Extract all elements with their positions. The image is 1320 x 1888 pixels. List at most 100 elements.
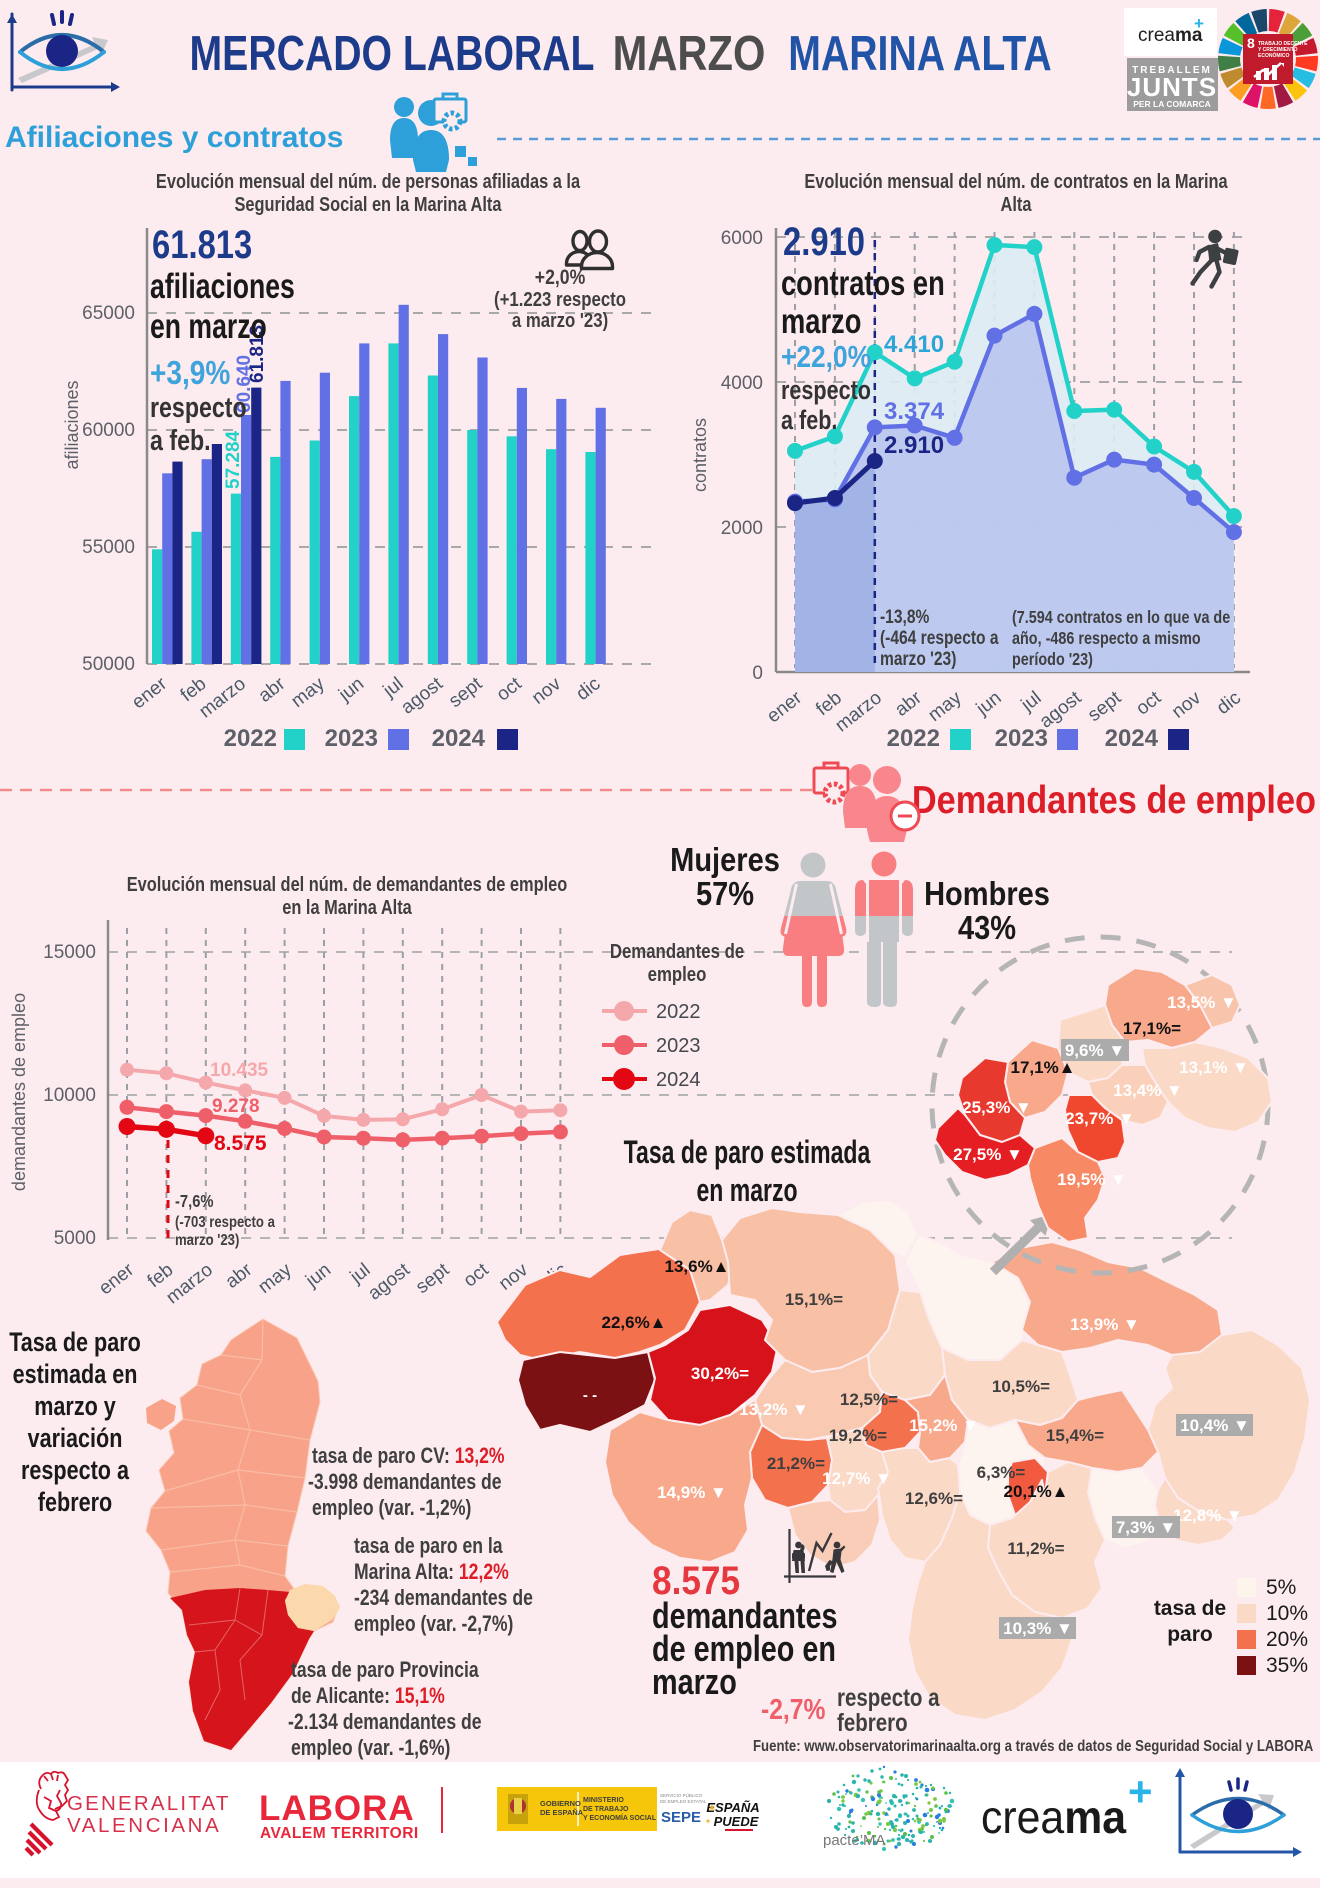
svg-text:2022: 2022 [887,725,940,752]
svg-text:0: 0 [752,663,763,684]
svg-text:13,4% ▼: 13,4% ▼ [1113,1081,1183,1100]
svg-text:4.410: 4.410 [884,331,944,358]
svg-text:paro: paro [1167,1623,1213,1646]
svg-text:20%: 20% [1266,1628,1308,1651]
svg-text:-7,6%: -7,6% [175,1192,214,1212]
svg-text:MINISTERIO: MINISTERIO [583,1797,624,1804]
svg-text:✶: ✶ [707,1803,716,1815]
svg-text:febrero: febrero [837,1708,908,1736]
svg-text:10.435: 10.435 [210,1060,269,1081]
svg-text:marzo '23): marzo '23) [880,648,956,670]
svg-text:13,9% ▼: 13,9% ▼ [1070,1315,1140,1334]
svg-text:+: + [1194,14,1204,33]
svg-text:a feb.: a feb. [781,406,837,436]
svg-text:empleo: empleo [648,963,707,986]
svg-text:respecto a: respecto a [21,1456,129,1486]
svg-text:17,1%=: 17,1%= [1123,1019,1181,1038]
svg-text:2024: 2024 [432,725,486,752]
svg-text:marzo: marzo [652,1661,737,1702]
svg-text:9,6% ▼: 9,6% ▼ [1065,1041,1125,1060]
svg-text:DE EMPLEO ESTATAL: DE EMPLEO ESTATAL [660,1799,707,1804]
svg-text:Mujeres: Mujeres [670,841,780,878]
svg-text:10000: 10000 [43,1085,96,1106]
svg-text:SEPE: SEPE [661,1809,701,1826]
svg-text:13,1% ▼: 13,1% ▼ [1179,1058,1249,1077]
svg-text:DE TRABAJO: DE TRABAJO [583,1806,629,1813]
svg-text:empleo (var. -1,6%): empleo (var. -1,6%) [291,1736,450,1760]
svg-text:a marzo '23): a marzo '23) [512,309,608,332]
svg-text:de empleo en: de empleo en [652,1628,836,1669]
svg-text:afiliaciones: afiliaciones [62,380,82,469]
svg-text:contratos en: contratos en [781,264,945,303]
svg-text:60.640: 60.640 [234,355,255,413]
svg-text:creama: creama [1138,25,1203,46]
svg-text:10,4% ▼: 10,4% ▼ [1180,1416,1250,1435]
svg-text:marzo y: marzo y [34,1392,116,1422]
svg-text:MERCADO LABORAL: MERCADO LABORAL [190,27,595,81]
svg-text:19,5% ▼: 19,5% ▼ [1057,1170,1127,1189]
svg-text:Evolución mensual del núm. de: Evolución mensual del núm. de personas a… [156,169,581,192]
svg-text:PER LA COMARCA: PER LA COMARCA [1133,99,1211,109]
svg-text:febrero: febrero [38,1488,112,1518]
svg-text:9.278: 9.278 [212,1096,260,1117]
svg-text:10,5%=: 10,5%= [992,1377,1050,1396]
svg-text:variación: variación [28,1424,123,1454]
svg-text:✶: ✶ [705,1817,712,1826]
svg-text:AVALEM TERRITORI: AVALEM TERRITORI [260,1825,419,1842]
svg-text:6000: 6000 [721,228,763,249]
svg-text:marzo: marzo [781,302,861,341]
svg-text:TRABAJO DECENTE: TRABAJO DECENTE [1258,41,1308,47]
svg-text:Evolución mensual del núm. de: Evolución mensual del núm. de contratos … [804,169,1228,192]
svg-text:Tasa de paro: Tasa de paro [9,1328,141,1358]
svg-text:tasa de paro CV: 13,2%: tasa de paro CV: 13,2% [312,1444,505,1468]
svg-text:6,3%=: 6,3%= [977,1463,1026,1482]
svg-text:respecto a: respecto a [837,1683,940,1711]
svg-text:2.910: 2.910 [783,219,865,264]
svg-text:5%: 5% [1266,1576,1296,1599]
svg-text:SERVICIO PÚBLICO: SERVICIO PÚBLICO [660,1792,703,1798]
svg-text:empleo (var. -1,2%): empleo (var. -1,2%) [312,1496,471,1520]
svg-text:13,6%▲: 13,6%▲ [664,1257,729,1276]
svg-text:23,7% ▼: 23,7% ▼ [1065,1109,1135,1128]
svg-text:2.910: 2.910 [884,432,944,459]
svg-text:Seguridad Social en la Marina: Seguridad Social en la Marina Alta [235,192,503,215]
svg-text:Demandantes de: Demandantes de [610,940,744,963]
svg-text:estimada en: estimada en [13,1360,138,1390]
svg-text:demandantes de empleo: demandantes de empleo [9,993,29,1191]
svg-text:2023: 2023 [656,1035,701,1057]
svg-text:57.284: 57.284 [223,430,244,489]
svg-text:+2,0%: +2,0% [535,266,585,290]
svg-text:27,5% ▼: 27,5% ▼ [953,1145,1023,1164]
svg-text:15,2% ▼: 15,2% ▼ [909,1416,979,1435]
svg-text:Tasa de paro estimada: Tasa de paro estimada [624,1134,871,1170]
svg-text:+3,9%: +3,9% [150,355,230,392]
svg-text:marzo '23): marzo '23) [175,1232,239,1249]
svg-text:35%: 35% [1266,1654,1308,1677]
svg-text:61.813: 61.813 [152,222,252,267]
svg-text:60000: 60000 [82,420,135,441]
svg-text:creama: creama [981,1793,1126,1844]
svg-text:20,1%▲: 20,1%▲ [1003,1482,1068,1501]
svg-text:8.575: 8.575 [652,1558,740,1603]
svg-text:tasa de paro Provincia: tasa de paro Provincia [291,1658,479,1682]
svg-text:12,7% ▼: 12,7% ▼ [822,1469,892,1488]
svg-text:43%: 43% [958,909,1016,946]
svg-text:11,2%=: 11,2%= [1007,1539,1064,1558]
svg-text:30,2%=: 30,2%= [691,1364,749,1383]
svg-text:DE ESPAÑA: DE ESPAÑA [540,1808,584,1817]
svg-text:respecto: respecto [150,390,247,423]
svg-text:Y ECONOMÍA SOCIAL: Y ECONOMÍA SOCIAL [583,1813,657,1822]
svg-text:15,4%=: 15,4%= [1046,1426,1104,1445]
svg-text:en la Marina Alta: en la Marina Alta [282,895,412,918]
svg-text:+22,0%: +22,0% [781,340,871,374]
svg-text:4000: 4000 [721,373,763,394]
svg-text:61.813: 61.813 [247,325,268,383]
svg-text:(+1.223 respecto: (+1.223 respecto [494,288,626,311]
svg-text:-234 demandantes de: -234 demandantes de [354,1586,533,1610]
svg-text:Hombres: Hombres [924,875,1050,912]
svg-text:+: + [1128,1768,1153,1815]
svg-text:2024: 2024 [656,1069,701,1091]
svg-text:(7.594 contratos en lo que va: (7.594 contratos en lo que va de [1012,608,1230,628]
svg-text:Afiliaciones y contratos: Afiliaciones y contratos [5,121,343,154]
svg-text:65000: 65000 [82,303,135,324]
